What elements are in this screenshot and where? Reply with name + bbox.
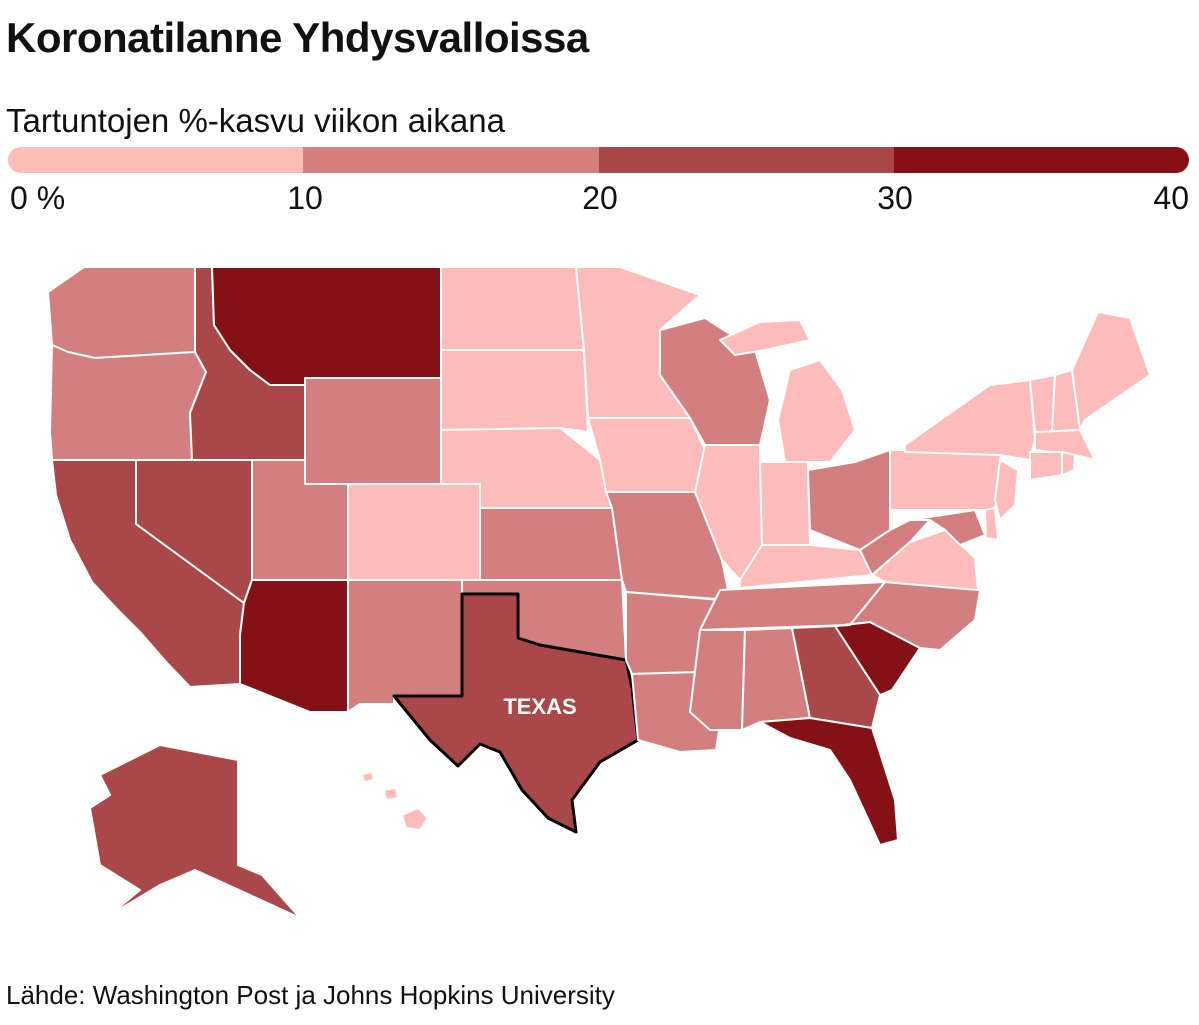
- legend-title: Tartuntojen %-kasvu viikon aikana: [6, 102, 505, 139]
- state-michigan: [777, 359, 856, 463]
- legend-class-20-30: [598, 147, 894, 173]
- state-arizona: [239, 579, 349, 713]
- map-title: Koronatilanne Yhdysvalloissa: [6, 14, 589, 61]
- state-hawaii: [401, 807, 429, 831]
- state-massachusetts: [1034, 429, 1096, 461]
- state-ohio: [807, 449, 891, 551]
- legend-tick: 40: [1153, 180, 1189, 216]
- state-oregon: [49, 344, 207, 461]
- state-kansas: [479, 507, 623, 581]
- state-connecticut: [1029, 451, 1063, 481]
- state-michigan-up: [719, 319, 811, 356]
- legend-ticks: 0 % 10 20 30 40: [0, 180, 1199, 220]
- us-choropleth-map: TEXAS: [47, 266, 1151, 919]
- state-rhode-island: [1061, 451, 1076, 476]
- legend-tick: 20: [582, 180, 618, 216]
- state-indiana: [759, 461, 811, 546]
- legend-class-30-40: [893, 147, 1189, 173]
- state-pennsylvania: [889, 449, 1006, 511]
- state-texas: [392, 592, 640, 834]
- state-vermont: [1029, 374, 1056, 433]
- legend-color-scale: [8, 147, 1189, 173]
- state-washington: [47, 266, 196, 359]
- legend-class-10-20: [303, 147, 599, 173]
- legend-class-0-10: [8, 147, 304, 173]
- state-georgia: [791, 625, 881, 729]
- state-iowa: [587, 417, 706, 493]
- state-new-jersey: [994, 459, 1019, 521]
- state-new-york: [904, 379, 1036, 461]
- state-mississippi: [689, 629, 746, 731]
- state-colorado: [347, 483, 481, 581]
- legend-tick: 10: [287, 180, 323, 216]
- state-wyoming: [304, 377, 442, 485]
- state-montana: [211, 266, 442, 386]
- state-maine: [1071, 311, 1151, 431]
- legend-tick: 0 %: [10, 180, 66, 216]
- state-south-dakota: [440, 349, 589, 433]
- state-alaska: [89, 744, 301, 919]
- state-florida: [759, 717, 899, 846]
- highlight-label: TEXAS: [503, 694, 576, 719]
- state-maryland: [909, 509, 986, 546]
- state-delaware: [984, 507, 999, 541]
- state-hawaii-oahu: [361, 771, 375, 783]
- source-credit: Lähde: Washington Post ja Johns Hopkins …: [6, 980, 615, 1010]
- state-north-dakota: [440, 266, 585, 351]
- legend-tick: 30: [877, 180, 913, 216]
- state-kentucky: [739, 544, 873, 589]
- state-hawaii-maui: [383, 787, 399, 801]
- state-new-mexico: [347, 579, 463, 713]
